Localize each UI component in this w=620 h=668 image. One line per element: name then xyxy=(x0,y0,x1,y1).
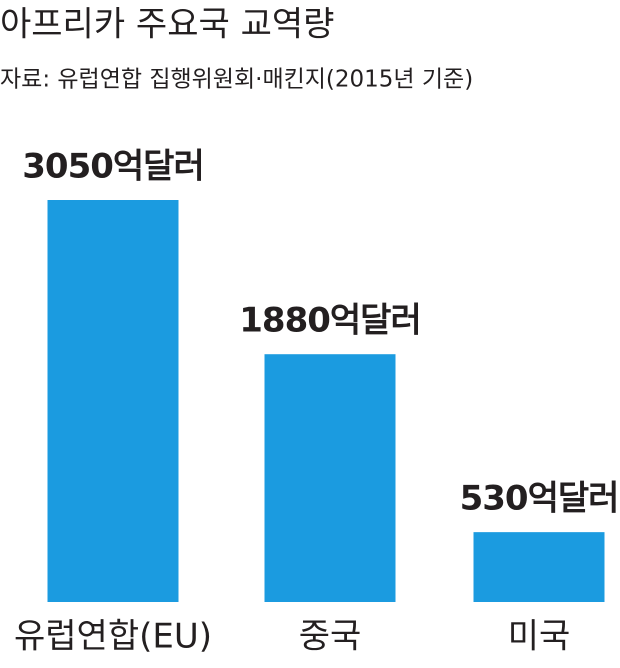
x-tick-label: 유럽연합(EU) xyxy=(14,617,212,657)
x-tick-label: 미국 xyxy=(508,617,571,657)
x-tick-label: 중국 xyxy=(299,617,362,657)
bar xyxy=(47,200,179,602)
bar xyxy=(473,532,605,602)
value-label: 3050억달러 xyxy=(22,147,203,187)
chart-subtitle: 자료: 유럽연합 집행위원회·매킨지(2015년 기준) xyxy=(0,67,473,93)
value-label: 530억달러 xyxy=(460,479,619,519)
chart-title: 아프리카 주요국 교역량 xyxy=(0,5,334,45)
bar xyxy=(264,354,396,602)
value-label: 1880억달러 xyxy=(239,301,420,341)
